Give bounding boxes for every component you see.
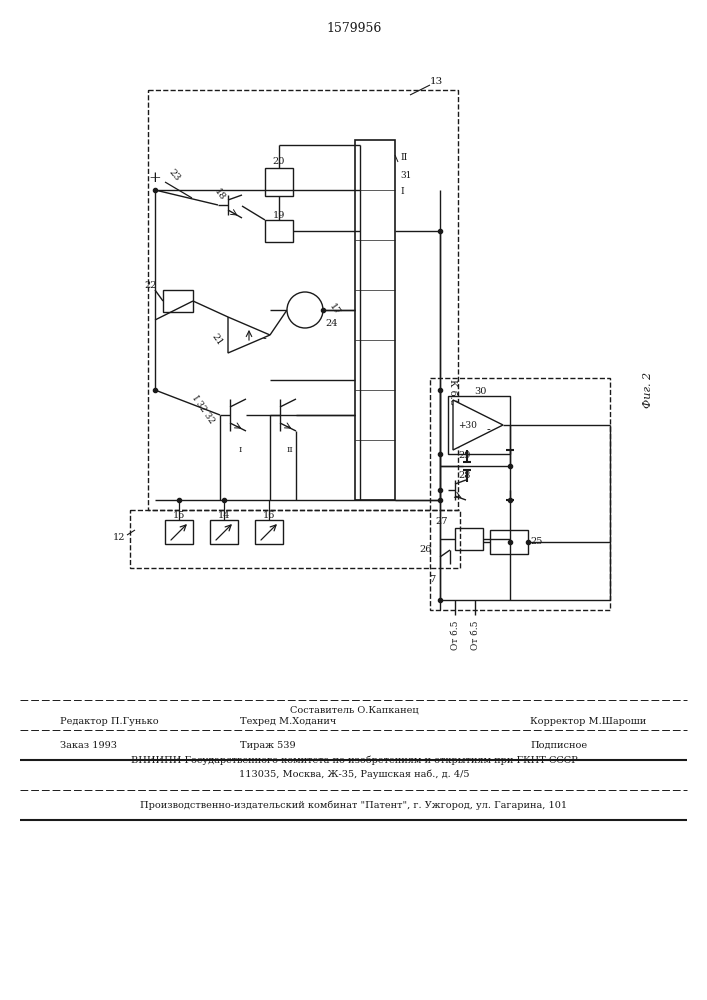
Text: 113035, Москва, Ж-35, Раушская наб., д. 4/5: 113035, Москва, Ж-35, Раушская наб., д. … bbox=[239, 769, 469, 779]
Bar bbox=[355, 140, 395, 500]
Text: От б.5: От б.5 bbox=[450, 620, 460, 650]
Text: ВНИИПИ Государственного комитета по изобретениям и открытиям при ГКНТ СССР: ВНИИПИ Государственного комитета по изоб… bbox=[131, 755, 578, 765]
Text: Тираж 539: Тираж 539 bbox=[240, 740, 296, 750]
Text: 24: 24 bbox=[325, 320, 337, 328]
Text: 22: 22 bbox=[144, 282, 157, 290]
Circle shape bbox=[287, 292, 323, 328]
Bar bbox=[255, 520, 283, 544]
Text: +: + bbox=[148, 171, 161, 185]
Text: 1579956: 1579956 bbox=[327, 21, 382, 34]
Text: 15: 15 bbox=[173, 510, 185, 520]
Text: От б.5: От б.5 bbox=[470, 620, 479, 650]
Text: II: II bbox=[286, 446, 293, 454]
Text: Фиг. 2: Фиг. 2 bbox=[643, 372, 653, 408]
Text: 13: 13 bbox=[430, 78, 443, 87]
Text: I: I bbox=[238, 446, 242, 454]
Text: 30: 30 bbox=[474, 387, 486, 396]
Text: -: - bbox=[262, 334, 266, 344]
Bar bbox=[165, 520, 193, 544]
Text: 28: 28 bbox=[458, 472, 470, 481]
Text: 23: 23 bbox=[167, 167, 182, 183]
Bar bbox=[265, 168, 293, 196]
Text: 18: 18 bbox=[212, 187, 226, 203]
Text: 12: 12 bbox=[112, 534, 125, 542]
Bar bbox=[430, 378, 610, 610]
Text: 16: 16 bbox=[263, 510, 275, 520]
Bar bbox=[455, 528, 483, 550]
Text: Техред М.Ходанич: Техред М.Ходанич bbox=[240, 718, 337, 726]
Bar bbox=[210, 520, 238, 544]
Bar bbox=[448, 396, 510, 454]
Text: Составитель О.Капканец: Составитель О.Капканец bbox=[290, 706, 419, 714]
Text: 31: 31 bbox=[400, 170, 411, 180]
Text: 7: 7 bbox=[429, 576, 435, 584]
Text: 29: 29 bbox=[458, 452, 470, 460]
Text: 14: 14 bbox=[218, 510, 230, 520]
Text: 20: 20 bbox=[273, 157, 285, 166]
Text: -: - bbox=[486, 425, 490, 435]
Bar bbox=[265, 220, 293, 242]
Text: +30: +30 bbox=[459, 420, 477, 430]
Text: 26: 26 bbox=[420, 546, 432, 554]
Text: Заказ 1993: Заказ 1993 bbox=[60, 740, 117, 750]
Text: II: II bbox=[400, 153, 407, 162]
Text: I 32 32: I 32 32 bbox=[190, 394, 216, 426]
Bar bbox=[130, 510, 460, 568]
Text: 21: 21 bbox=[210, 332, 225, 348]
Text: 27: 27 bbox=[436, 518, 448, 526]
Text: Подписное: Подписное bbox=[530, 740, 587, 750]
Bar bbox=[490, 530, 528, 554]
Text: Корректор М.Шароши: Корректор М.Шароши bbox=[530, 718, 646, 726]
Bar bbox=[163, 290, 193, 312]
Text: I: I bbox=[400, 188, 404, 196]
Polygon shape bbox=[228, 317, 270, 353]
Text: Производственно-издательский комбинат "Патент", г. Ужгород, ул. Гагарина, 101: Производственно-издательский комбинат "П… bbox=[141, 800, 568, 810]
Text: 17: 17 bbox=[327, 302, 342, 318]
Polygon shape bbox=[453, 400, 503, 450]
Text: 19: 19 bbox=[273, 211, 285, 220]
Text: 25: 25 bbox=[530, 538, 542, 546]
Bar bbox=[148, 90, 458, 510]
Text: К б.8: К б.8 bbox=[448, 379, 457, 405]
Text: Редактор П.Гунько: Редактор П.Гунько bbox=[60, 718, 158, 726]
